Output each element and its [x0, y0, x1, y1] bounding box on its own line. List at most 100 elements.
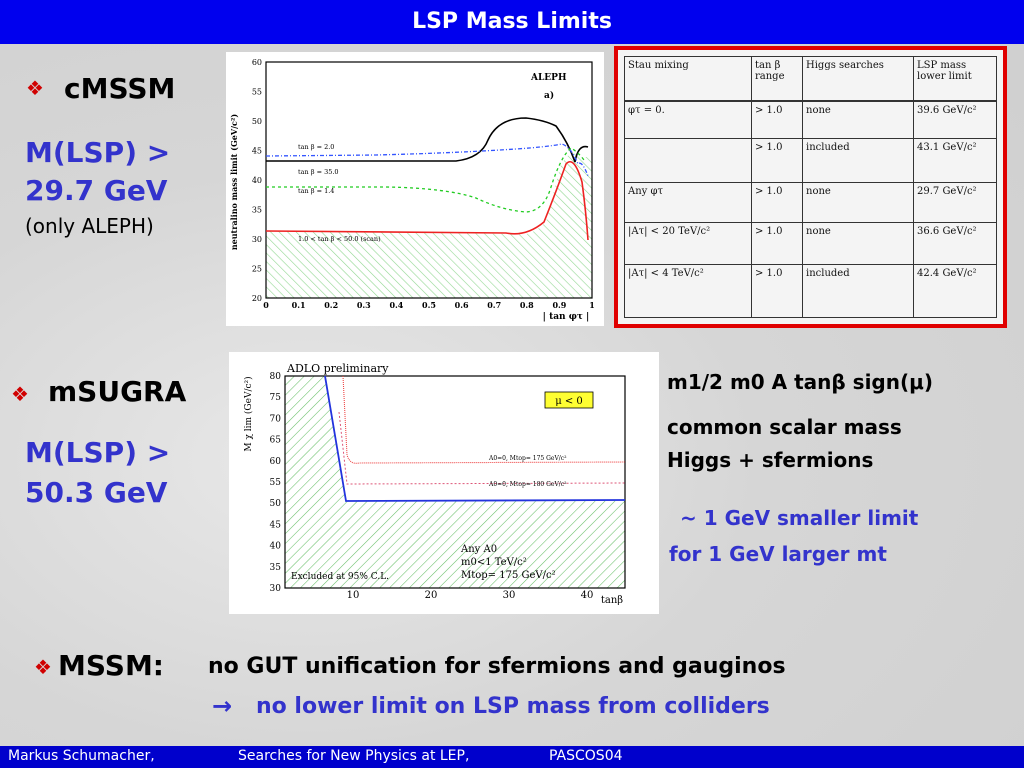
adlo-ytick-label: 30	[270, 584, 282, 594]
adlo-xtick-label: 40	[581, 590, 594, 601]
table-cell: > 1.0	[751, 182, 803, 223]
adlo-ytick-label: 60	[270, 457, 282, 467]
table-cell: > 1.0	[751, 100, 803, 139]
aleph-ytick-label: 45	[252, 147, 262, 156]
mssm-label: MSSM:	[58, 649, 164, 682]
aleph-ytick-label: 25	[252, 265, 262, 274]
aleph-excluded-region	[266, 152, 592, 298]
adlo-ytick-label: 40	[270, 542, 282, 552]
aleph-ytick-label: 20	[252, 294, 262, 303]
table-cell: Any φτ	[624, 182, 752, 223]
adlo-ytick-label: 45	[270, 520, 282, 530]
adlo-limit-curve	[324, 375, 626, 502]
aleph-xtick-label: 0.8	[520, 300, 534, 310]
aleph-xtick-label: 1	[589, 300, 595, 310]
table-cell: included	[802, 264, 914, 318]
aleph-ytick-label: 60	[252, 58, 262, 67]
aleph-curve-tanb-35	[265, 143, 589, 177]
aleph-ylabel: neutralino mass limit (GeV/c²)	[229, 114, 239, 251]
table-cell	[624, 138, 752, 183]
adlo-xtick-label: 10	[347, 590, 360, 601]
aleph-xtick-label: 0.9	[552, 300, 566, 310]
msugra-limit-line2: 50.3 GeV	[25, 476, 168, 509]
adlo-xtick-label: 20	[425, 590, 438, 601]
aleph-ytick-label: 30	[252, 235, 262, 244]
table-header: Stau mixing	[624, 56, 752, 102]
table-header: LSP mass lower limit	[913, 56, 997, 102]
aleph-ytick-label: 35	[252, 206, 262, 215]
adlo-cond-1: Any A0	[460, 544, 497, 555]
cmssm-limit-line1: M(LSP) >	[25, 136, 171, 169]
adlo-ytick-label: 70	[270, 414, 282, 424]
aleph-xticks: 0 0.1 0.2 0.3 0.4 0.5 0.6 0.7 0.8 0.9 1	[263, 300, 595, 310]
aleph-curve-tanb-2	[266, 117, 589, 163]
table-cell: 39.6 GeV/c²	[913, 100, 997, 139]
mssm-conclusion: no lower limit on LSP mass from collider…	[256, 694, 770, 719]
adlo-mu-label: μ < 0	[555, 396, 583, 407]
bullet-diamond-icon: ❖	[11, 382, 29, 406]
adlo-cond-3: Mtop= 175 GeV/c²	[461, 570, 556, 581]
shift-note-line1: ~ 1 GeV smaller limit	[680, 506, 919, 530]
bullet-diamond-icon: ❖	[26, 76, 44, 100]
adlo-xtick-label: 30	[503, 590, 516, 601]
shift-note-line2: for 1 GeV larger mt	[669, 542, 887, 566]
adlo-label-mtop-175: A0=0, Mtop= 175 GeV/c²	[488, 455, 567, 462]
table-cell: 36.6 GeV/c²	[913, 222, 997, 265]
adlo-yticks: 30 35 40 45 50 55 60 65 70 75 80	[270, 372, 282, 594]
table-cell: none	[802, 100, 914, 139]
footer-bar: Markus Schumacher, Searches for New Phys…	[0, 746, 1024, 768]
footer-conference: PASCOS04	[549, 748, 623, 764]
footer-author: Markus Schumacher,	[8, 748, 155, 764]
table-cell: 42.4 GeV/c²	[913, 264, 997, 318]
table-cell: > 1.0	[751, 264, 803, 318]
arrow-right-icon: →	[212, 692, 233, 720]
msugra-params-line3: Higgs + sfermions	[667, 448, 874, 472]
aleph-ytick-label: 40	[252, 176, 262, 185]
msugra-limit-line1: M(LSP) >	[25, 436, 171, 469]
table-cell: > 1.0	[751, 138, 803, 183]
aleph-xlabel: | tan φτ |	[543, 312, 590, 322]
cmssm-limit-line2: 29.7 GeV	[25, 174, 168, 207]
table-cell: none	[802, 222, 914, 265]
aleph-plot: 20 25 30 35 40 45 50 55 60 0 0.1 0.2 0.3 0.4 0.5 0.6 0.…	[226, 52, 604, 326]
adlo-xticks: 10 20 30 40	[347, 590, 594, 601]
table-header: tan β range	[751, 56, 803, 102]
adlo-ytick-label: 35	[270, 563, 282, 573]
adlo-ylabel: M χ lim (GeV/c²)	[243, 376, 254, 451]
adlo-ytick-label: 65	[270, 436, 282, 446]
msugra-params: m1/2 m0 A tanβ sign(μ)	[667, 370, 933, 394]
aleph-panel-label: a)	[544, 90, 554, 101]
aleph-plot-svg: 20 25 30 35 40 45 50 55 60 0 0.1 0.2 0.3 0.4 0.5 0.6 0.…	[229, 58, 595, 322]
adlo-ytick-label: 80	[270, 372, 282, 382]
cmssm-label: cMSSM	[64, 72, 176, 105]
adlo-frame	[284, 375, 626, 589]
table-cell: φτ = 0.	[624, 100, 752, 139]
adlo-cond-2: m0<1 TeV/c²	[461, 557, 527, 568]
table-cell: > 1.0	[751, 222, 803, 265]
aleph-xtick-label: 0.2	[324, 300, 338, 310]
adlo-tag: ADLO preliminary	[286, 362, 389, 375]
aleph-label-tanb-14: tan β = 1.4	[298, 187, 334, 195]
aleph-curve-scan	[265, 160, 589, 241]
aleph-ytick-label: 55	[252, 88, 262, 97]
aleph-xtick-label: 0.4	[389, 300, 403, 310]
adlo-mu-box	[544, 391, 594, 409]
adlo-excluded-label: Excluded at 95% C.L.	[291, 572, 389, 582]
aleph-yticks: 20 25 30 35 40 45 50 55 60	[252, 58, 262, 303]
table-cell: included	[802, 138, 914, 183]
adlo-ytick-label: 50	[270, 499, 282, 509]
aleph-label-tanb-2: tan β = 2.0	[298, 143, 334, 151]
adlo-ytick-label: 55	[270, 478, 282, 488]
table-cell: |Aτ| < 20 TeV/c²	[624, 222, 752, 265]
table-cell: |Aτ| < 4 TeV/c²	[624, 264, 752, 318]
aleph-xtick-label: 0.1	[292, 300, 306, 310]
aleph-ytick-label: 50	[252, 117, 262, 126]
adlo-ytick-label: 75	[270, 393, 282, 403]
adlo-curve-mtop-175	[342, 375, 626, 464]
title-bar	[0, 0, 1024, 44]
footer-talk: Searches for New Physics at LEP,	[238, 748, 470, 764]
aleph-xtick-label: 0.3	[357, 300, 371, 310]
bullet-diamond-icon: ❖	[34, 655, 52, 679]
table-cell: none	[802, 182, 914, 223]
adlo-excluded-region	[285, 376, 625, 588]
